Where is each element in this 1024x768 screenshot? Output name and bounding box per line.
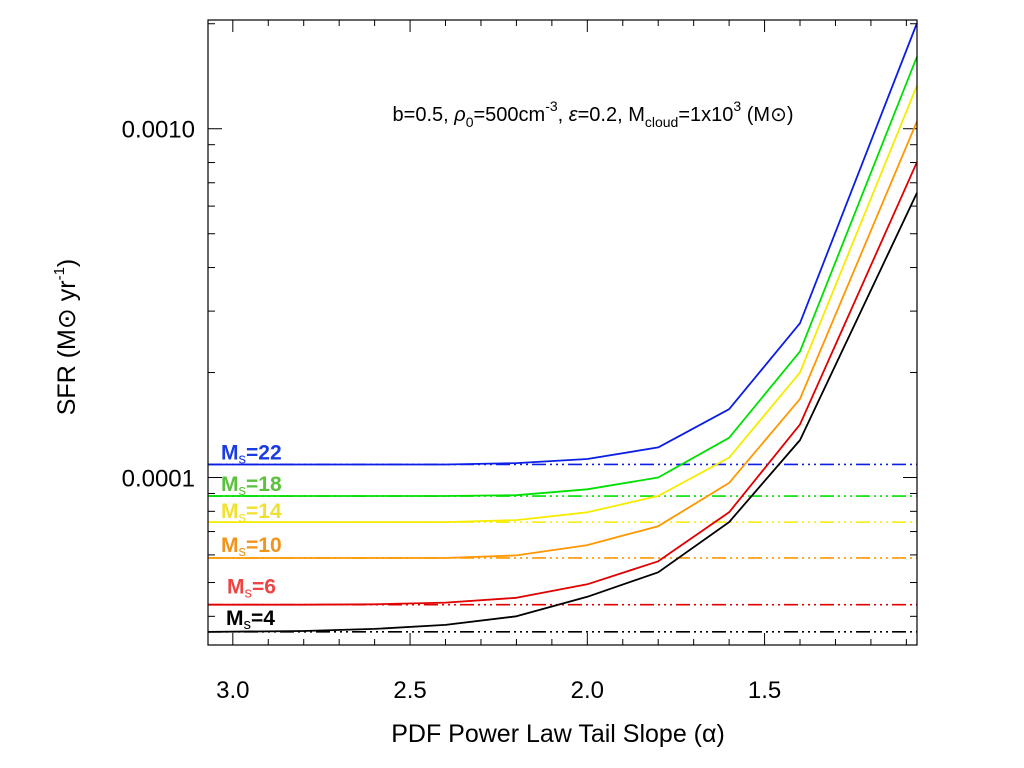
series-lines [207, 22, 918, 633]
series-label-mach-10: Ms=10 [221, 534, 282, 560]
series-label-mach-22: Ms=22 [221, 441, 282, 467]
y-tick-label: 0.0001 [122, 466, 195, 493]
tick-labels: 3.0 2.5 2.0 1.5 0.0001 0.0010 [122, 117, 782, 704]
x-axis-title: PDF Power Law Tail Slope (α) [391, 720, 725, 748]
plot-frame [207, 19, 918, 646]
sun-symbol: ⊙ [53, 308, 81, 329]
x-tick-label: 2.5 [393, 677, 426, 704]
y-axis-title: SFR (M⊙ yr-1) [51, 259, 81, 416]
series-label-mach-4: Ms=4 [226, 607, 275, 633]
parameter-annotation: b=0.5, ρ0=500cm-3, ε=0.2, Mcloud=1x103 (… [393, 98, 794, 130]
series-line-mach-6 [208, 161, 918, 606]
series-line-mach-14 [208, 85, 918, 523]
x-tick-label: 3.0 [216, 677, 249, 704]
series-line-mach-18 [208, 56, 918, 497]
series-label-mach-14: Ms=14 [221, 500, 282, 526]
series-label-mach-18: Ms=18 [221, 473, 282, 499]
series-line-mach-22 [208, 22, 918, 466]
y-tick-label: 0.0010 [122, 117, 195, 144]
x-tick-label: 1.5 [748, 677, 781, 704]
x-tick-label: 2.0 [571, 677, 604, 704]
series-line-mach-4 [207, 192, 918, 633]
series-line-mach-10 [208, 120, 918, 559]
series-label-mach-6: Ms=6 [227, 576, 276, 602]
axis-ticks [208, 20, 917, 645]
